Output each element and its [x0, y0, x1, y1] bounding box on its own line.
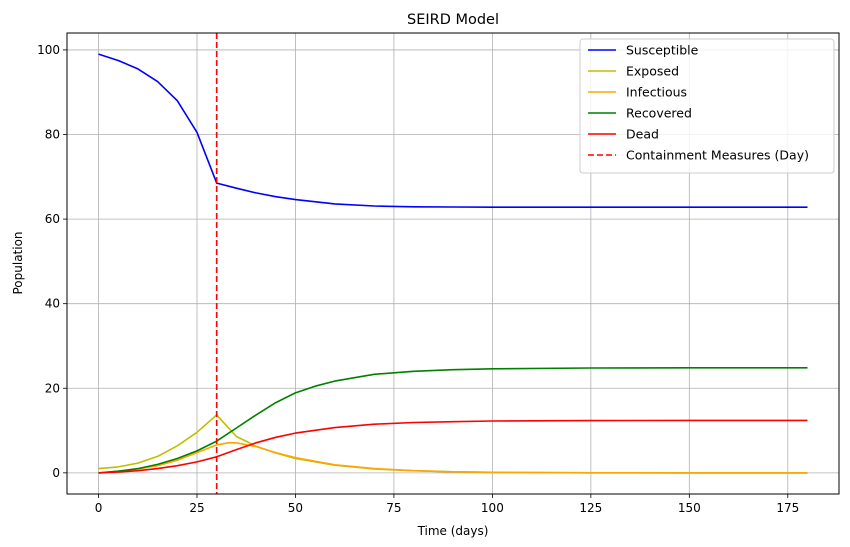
series-line-infectious [98, 442, 808, 474]
x-tick-label: 50 [288, 501, 303, 515]
x-tick-label: 25 [189, 501, 204, 515]
y-axis-ticks: 0 20 40 60 80 100 [37, 43, 67, 480]
x-tick-label: 125 [579, 501, 602, 515]
series-line-dead [98, 419, 808, 474]
x-axis-ticks: 0 25 50 75 100 125 150 175 [95, 494, 799, 515]
legend-label-recovered: Recovered [626, 106, 692, 121]
x-tick-label: 75 [386, 501, 401, 515]
plot-frame [66, 32, 840, 495]
y-tick-label: 80 [45, 128, 60, 142]
y-tick-label: 60 [45, 212, 60, 226]
legend: Susceptible Exposed Infectious Recovered Dea… [579, 38, 835, 174]
y-tick-label: 100 [37, 43, 60, 57]
x-tick-label: 100 [481, 501, 504, 515]
y-tick-label: 0 [52, 466, 60, 480]
y-tick-label: 20 [45, 381, 60, 395]
series-line-recovered [98, 367, 808, 474]
series-line-susceptible [98, 53, 808, 208]
x-tick-label: 0 [95, 501, 103, 515]
x-tick-label: 175 [776, 501, 799, 515]
legend-label-exposed: Exposed [626, 64, 679, 79]
y-axis-label: Population [11, 231, 25, 294]
y-tick-label: 40 [45, 297, 60, 311]
x-axis-label: Time (days) [417, 524, 489, 538]
chart-title: SEIRD Model [407, 12, 499, 28]
legend-label-dead: Dead [626, 127, 659, 142]
legend-box [579, 38, 835, 174]
legend-label-infectious: Infectious [626, 85, 687, 100]
plot-lines [98, 33, 808, 494]
legend-label-containment-measures-day: Containment Measures (Day) [626, 148, 809, 163]
x-tick-label: 150 [678, 501, 701, 515]
legend-label-susceptible: Susceptible [626, 43, 699, 58]
